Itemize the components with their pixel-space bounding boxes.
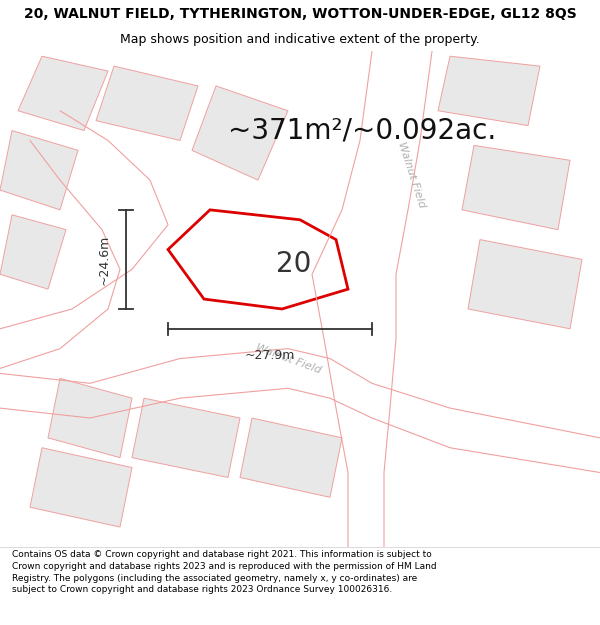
Text: ~371m²/~0.092ac.: ~371m²/~0.092ac.: [228, 116, 496, 144]
Text: Walnut Field: Walnut Field: [395, 141, 427, 209]
Polygon shape: [468, 239, 582, 329]
Text: ~27.9m: ~27.9m: [245, 349, 295, 362]
Polygon shape: [240, 418, 342, 498]
Text: Contains OS data © Crown copyright and database right 2021. This information is : Contains OS data © Crown copyright and d…: [12, 550, 437, 594]
Polygon shape: [192, 86, 288, 180]
Text: Walnut Field: Walnut Field: [254, 342, 322, 375]
Polygon shape: [132, 398, 240, 478]
Polygon shape: [96, 66, 198, 141]
Polygon shape: [48, 378, 132, 458]
Polygon shape: [438, 56, 540, 126]
Polygon shape: [168, 210, 348, 309]
Text: 20: 20: [277, 251, 311, 278]
Polygon shape: [30, 448, 132, 527]
Polygon shape: [462, 146, 570, 229]
Text: 20, WALNUT FIELD, TYTHERINGTON, WOTTON-UNDER-EDGE, GL12 8QS: 20, WALNUT FIELD, TYTHERINGTON, WOTTON-U…: [23, 8, 577, 21]
Polygon shape: [18, 56, 108, 131]
Polygon shape: [0, 215, 66, 289]
Text: Map shows position and indicative extent of the property.: Map shows position and indicative extent…: [120, 34, 480, 46]
Text: ~24.6m: ~24.6m: [98, 234, 111, 284]
Polygon shape: [0, 131, 78, 210]
